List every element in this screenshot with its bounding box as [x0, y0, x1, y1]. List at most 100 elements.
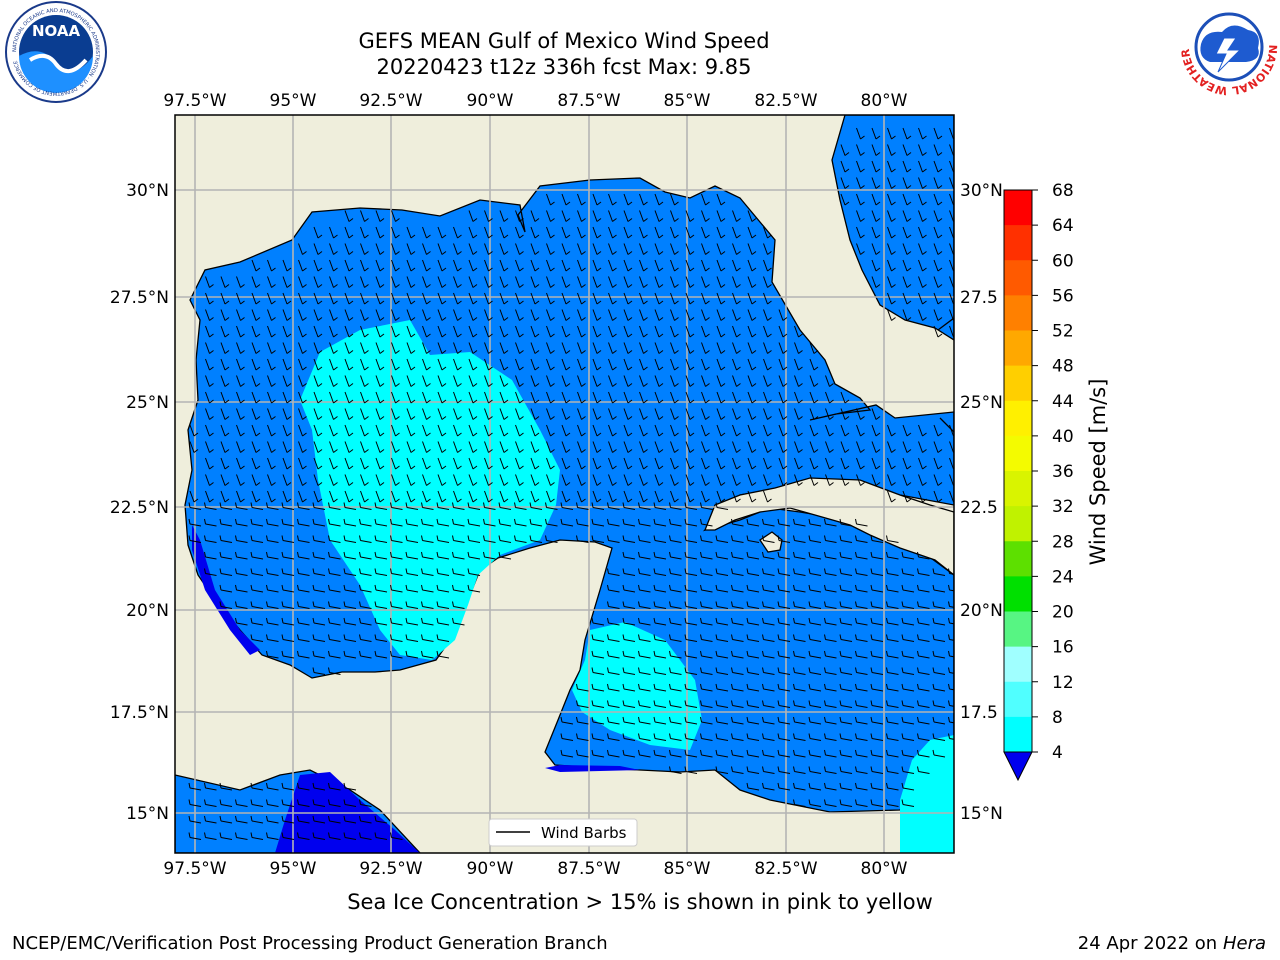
wind-barb: [592, 226, 602, 239]
wind-barb: [715, 650, 729, 659]
wind-barb: [840, 441, 850, 453]
wind-barb: [778, 474, 788, 486]
wind-barb: [669, 518, 682, 527]
wind-barb: [715, 749, 729, 758]
wind-barb: [701, 358, 710, 371]
wind-barb: [732, 325, 741, 338]
wind-barb: [468, 358, 478, 371]
wind-barb: [777, 551, 791, 560]
wind-barb: [576, 716, 589, 725]
wind-barb: [746, 716, 760, 725]
wind-barb: [638, 535, 651, 543]
wind-barb: [840, 424, 850, 437]
wind-barb: [499, 424, 509, 437]
wind-barb: [375, 210, 385, 222]
wind-barb: [329, 243, 338, 255]
wind-barb: [639, 424, 648, 437]
wind-barb: [251, 408, 261, 420]
wind-barb: [499, 292, 509, 305]
wind-barb: [374, 832, 388, 840]
wind-barb: [391, 342, 400, 354]
colorbar-segment: [1004, 646, 1032, 683]
wind-barb: [405, 502, 419, 510]
wind-barb: [917, 634, 930, 642]
wind-barb: [561, 474, 571, 486]
wind-barb: [250, 502, 264, 510]
wind-barb: [887, 276, 896, 288]
wind-barb: [670, 309, 679, 321]
wind-barb: [763, 408, 772, 420]
wind-barb: [747, 408, 757, 420]
wind-barb: [654, 424, 664, 437]
wind-barb: [762, 568, 775, 576]
wind-barb: [344, 325, 354, 338]
wind-barb: [763, 243, 772, 255]
wind-barb: [917, 551, 930, 560]
wind-barb: [220, 342, 230, 354]
wind-barb: [406, 424, 416, 437]
wind-barb: [825, 391, 834, 404]
wind-barb: [220, 424, 230, 437]
wind-barb: [715, 568, 729, 576]
wind-barb: [654, 490, 664, 503]
wind-barb: [359, 518, 372, 527]
wind-barb: [715, 716, 729, 725]
wind-barb: [344, 358, 354, 371]
wind-barb: [484, 259, 493, 272]
wind-barb: [933, 160, 943, 173]
wind-barb: [716, 243, 726, 255]
wind-barb: [855, 634, 868, 642]
wind-barb: [188, 832, 202, 840]
wind-barb: [360, 243, 369, 255]
wind-barb: [622, 617, 636, 626]
wind-barb: [808, 733, 822, 741]
wind-barb: [436, 601, 450, 609]
wind-barb: [887, 226, 896, 239]
wind-barb: [561, 424, 571, 437]
wind-barb: [591, 733, 605, 741]
wind-barb: [592, 375, 602, 387]
wind-barb: [731, 634, 744, 642]
wind-barb: [732, 243, 741, 255]
wind-barb: [777, 766, 791, 774]
wind-barb: [902, 474, 912, 486]
wind-barb: [282, 474, 292, 486]
wind-barb: [670, 193, 679, 206]
wind-barb: [948, 667, 954, 674]
wind-barb: [251, 292, 261, 305]
wind-barb: [793, 617, 806, 626]
wind-barb: [932, 634, 946, 642]
wind-barb: [484, 391, 493, 404]
colorbar-tick-label: 8: [1052, 708, 1063, 728]
wind-barb: [329, 391, 338, 404]
wind-barb: [453, 358, 462, 371]
wind-barb: [391, 292, 400, 305]
wind-barb: [825, 474, 834, 486]
wind-barb: [453, 391, 462, 404]
wind-barb: [467, 502, 481, 510]
wind-barb: [870, 667, 884, 675]
wind-barb: [685, 474, 695, 486]
wind-barb: [932, 700, 946, 708]
wind-barb: [871, 226, 881, 239]
colorbar-label: Wind Speed [m/s]: [1086, 379, 1110, 566]
wind-barb: [484, 342, 493, 354]
wind-barb: [375, 408, 385, 420]
wind-barb: [639, 358, 648, 371]
wind-barb: [933, 144, 943, 156]
wind-barb: [266, 782, 279, 791]
wind-barb: [220, 457, 230, 470]
wind-barb: [312, 551, 326, 560]
wind-barb: [855, 518, 868, 527]
colorbar-segment: [1004, 225, 1032, 261]
wind-barb: [235, 584, 248, 593]
wind-barb: [453, 309, 462, 321]
wind-barb: [515, 358, 524, 371]
wind-barb: [608, 408, 617, 420]
lat-label: 22.5°N: [110, 498, 169, 518]
wind-barb: [453, 325, 462, 338]
wind-barb: [887, 309, 896, 321]
lon-label: 95°W: [270, 859, 317, 879]
wind-barb: [932, 667, 946, 675]
wind-barb: [762, 617, 775, 626]
